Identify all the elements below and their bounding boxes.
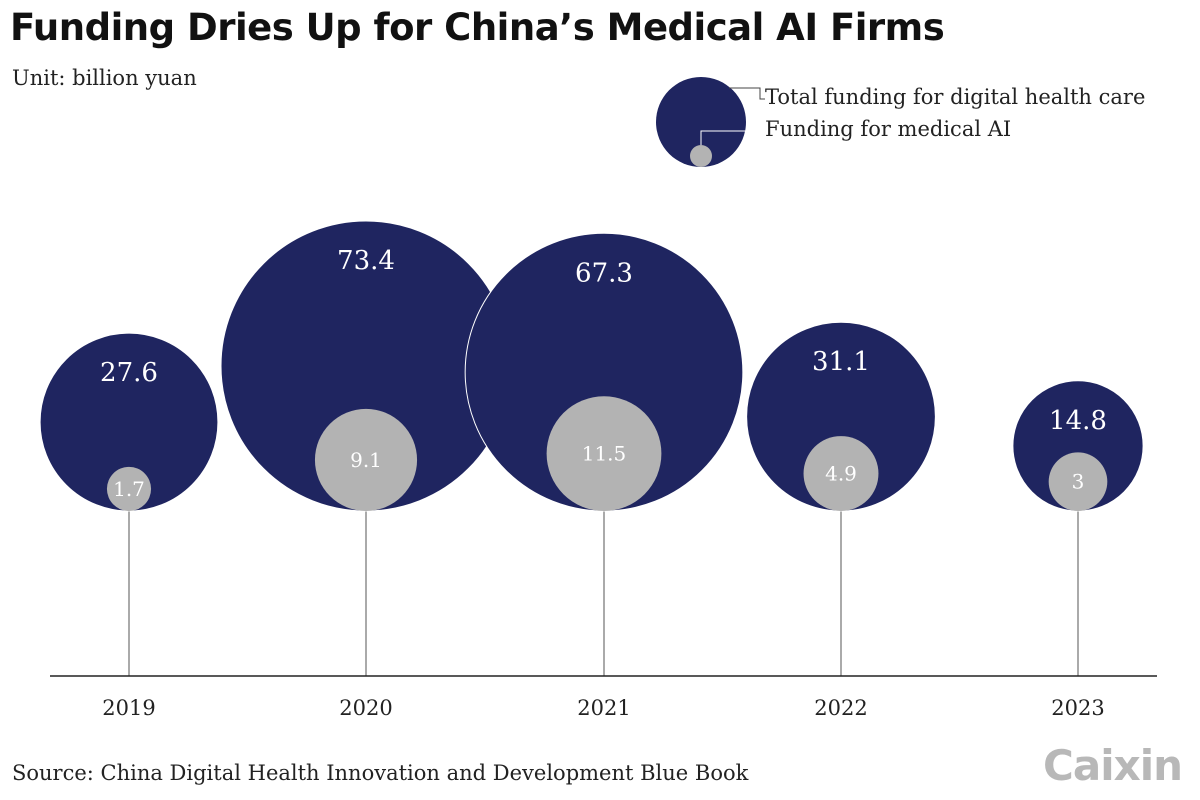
x-tick-label-2022: 2022 [814, 696, 867, 720]
chart-title: Funding Dries Up for China’s Medical AI … [10, 6, 945, 49]
x-tick-label-2021: 2021 [577, 696, 630, 720]
total-value-label-2022: 31.1 [812, 347, 870, 377]
ai-value-label-2023: 3 [1072, 470, 1085, 494]
ai-value-label-2021: 11.5 [582, 442, 627, 466]
total-value-label-2019: 27.6 [100, 358, 158, 388]
ai-bubble-2020 [314, 408, 418, 512]
source-note: Source: China Digital Health Innovation … [12, 761, 749, 785]
total-value-label-2021: 67.3 [575, 258, 633, 288]
legend-total-leader [729, 87, 765, 100]
legend-label-ai: Funding for medical AI [765, 117, 1012, 141]
legend-ai-leader [700, 130, 765, 145]
x-tick-label-2019: 2019 [102, 696, 155, 720]
ai-bubble-2019 [106, 466, 152, 512]
ai-value-label-2022: 4.9 [825, 462, 857, 486]
legend-ai-circle [690, 145, 712, 167]
legend-label-total: Total funding for digital health care [765, 85, 1146, 109]
ai-value-label-2019: 1.7 [113, 477, 145, 501]
total-value-label-2023: 14.8 [1049, 406, 1107, 436]
x-tick-label-2020: 2020 [339, 696, 392, 720]
ai-bubble-2023 [1048, 452, 1108, 512]
unit-label: Unit: billion yuan [12, 66, 197, 90]
total-value-label-2020: 73.4 [337, 246, 395, 276]
legend-total-circle [656, 77, 746, 167]
ai-value-label-2020: 9.1 [350, 448, 382, 472]
x-tick-label-2023: 2023 [1051, 696, 1104, 720]
ai-bubble-2021 [546, 396, 662, 511]
ai-bubble-2022 [803, 436, 879, 511]
caixin-logo: Caixin [1043, 741, 1183, 790]
